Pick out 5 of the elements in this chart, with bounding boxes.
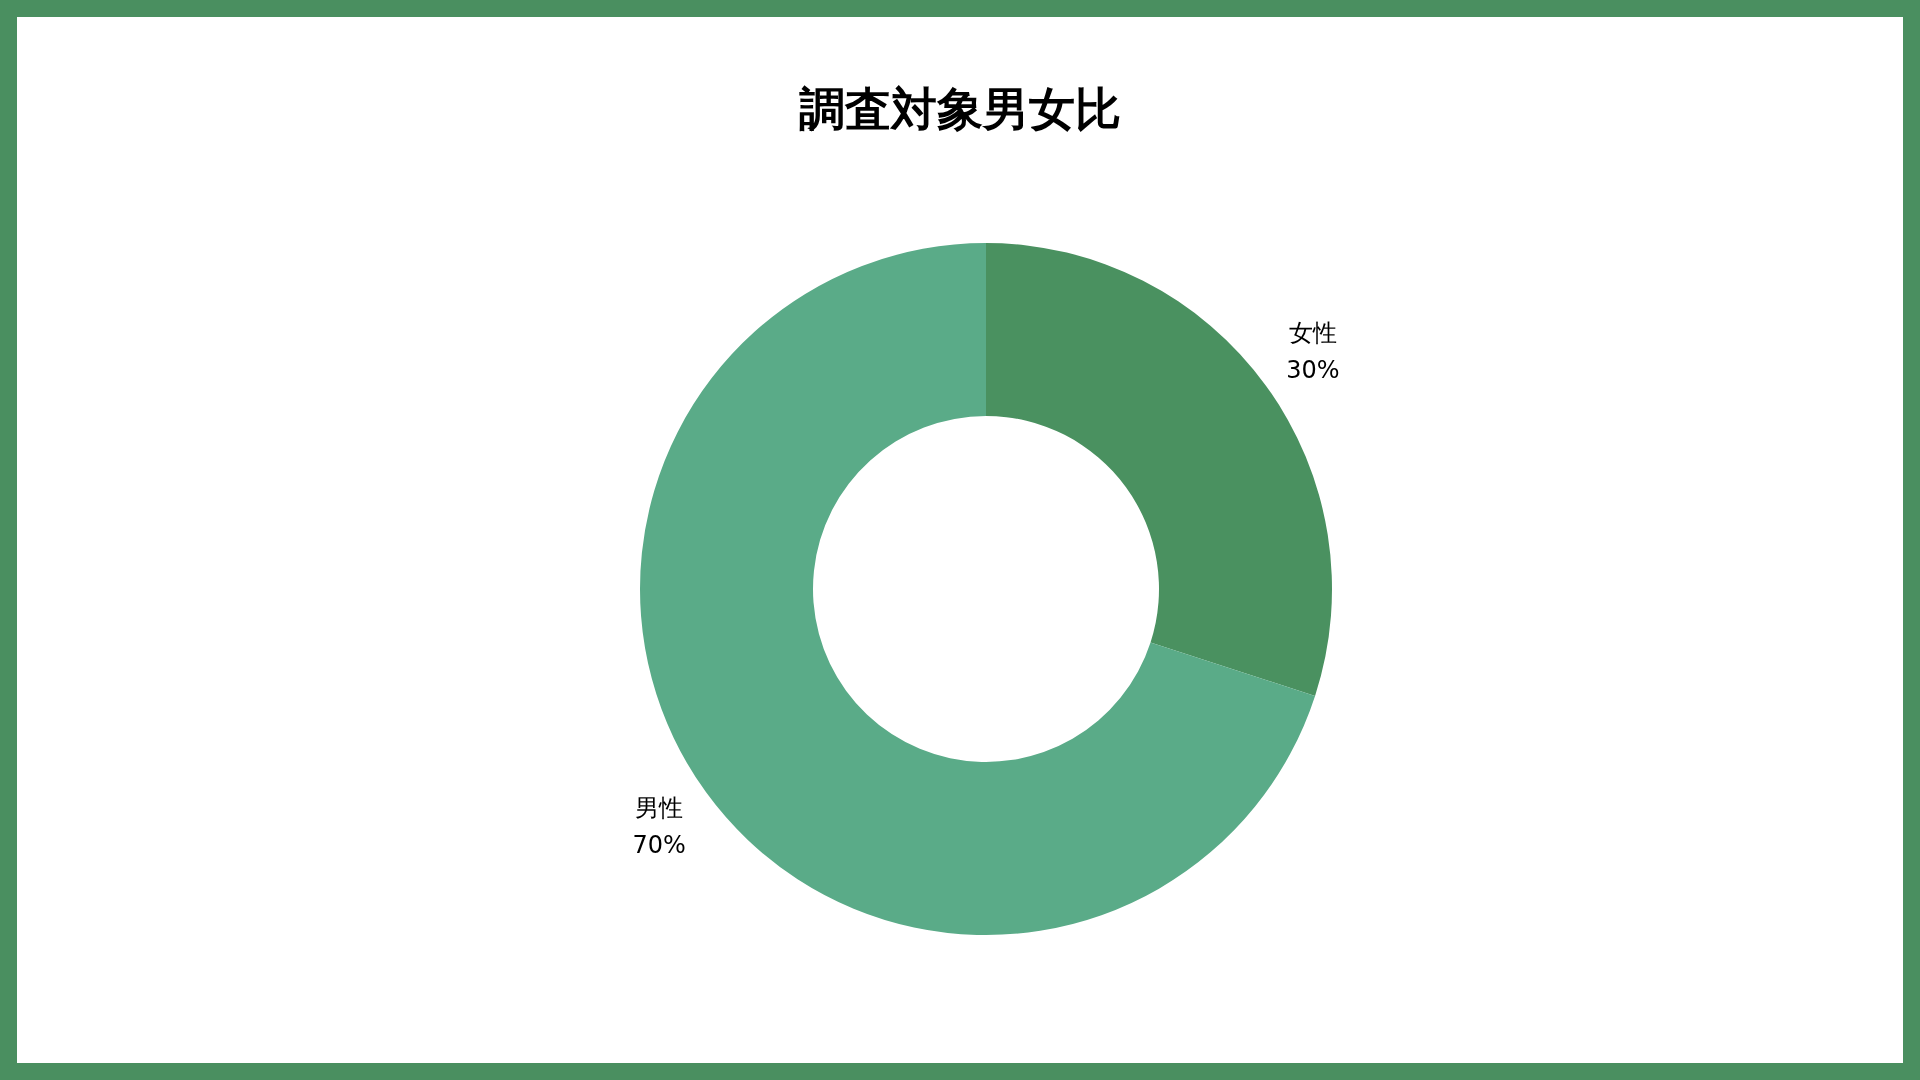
data-label: 70% [632, 830, 686, 859]
slice-label: 男性 [635, 793, 684, 822]
chart-title: 調査対象男女比 [799, 82, 1121, 136]
data-label: 30% [1286, 356, 1340, 385]
slice-label: 女性 [1288, 319, 1337, 348]
